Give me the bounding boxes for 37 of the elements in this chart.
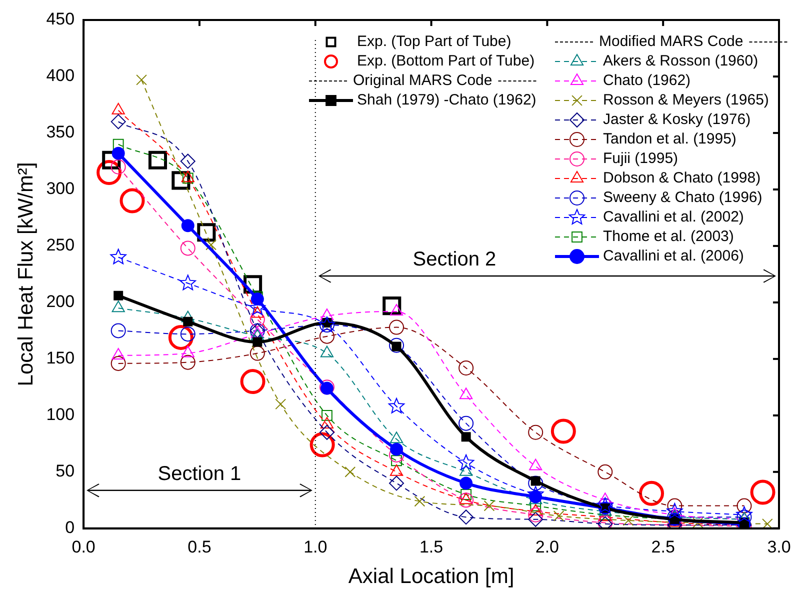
x-tick-label: 3.0	[767, 537, 791, 556]
legend-label: Thome et al. (2003)	[603, 228, 734, 246]
x-tick-label: 1.5	[419, 537, 444, 556]
legend-label: Dobson & Chato (1998)	[603, 170, 761, 187]
x-tick-label: 2.5	[651, 537, 675, 556]
legend-label: Jaster & Kosky (1976)	[603, 111, 751, 128]
annotation: Section 2	[412, 248, 496, 271]
legend-label: Sweeny & Chato (1996)	[603, 189, 762, 206]
x-axis-title: Axial Location [m]	[348, 565, 514, 588]
x-tick-label: 0.5	[188, 537, 212, 556]
y-tick-label: 150	[46, 348, 75, 368]
legend-label: Akers & Rosson (1960)	[603, 52, 758, 70]
legend-label: Cavallini et al. (2006)	[603, 248, 744, 265]
annotation: Original MARS Code	[353, 72, 492, 90]
x-tick-label: 0.0	[72, 537, 96, 556]
y-tick-label: 300	[46, 179, 75, 198]
y-tick-label: 250	[46, 236, 75, 255]
x-tick-label: 2.0	[535, 537, 560, 556]
y-tick-label: 400	[46, 66, 75, 86]
legend-label: Fujii (1995)	[603, 150, 678, 168]
annotation: Section 1	[158, 462, 242, 485]
legend-label: Chato (1962)	[603, 72, 691, 90]
y-axis-title: Local Heat Flux [kW/m²]	[14, 162, 38, 386]
x-tick-label: 1.0	[304, 537, 328, 556]
y-tick-label: 200	[46, 292, 75, 312]
legend-label: Tandon et al. (1995)	[603, 130, 736, 148]
annotation: Modified MARS Code	[599, 33, 744, 50]
legend-label: Exp. (Top Part of Tube)	[357, 33, 512, 50]
legend-label: Shah (1979) -Chato (1962)	[357, 92, 536, 109]
y-tick-label: 350	[46, 122, 75, 142]
y-tick-label: 0	[65, 518, 75, 538]
y-tick-label: 50	[56, 462, 75, 481]
legend-label: Cavallini et al. (2002)	[603, 208, 744, 226]
legend-label: Exp. (Bottom Part of Tube)	[357, 52, 535, 70]
legend-label: Rosson & Meyers (1965)	[603, 92, 769, 109]
y-tick-label: 450	[46, 10, 75, 29]
y-tick-label: 100	[46, 405, 75, 424]
